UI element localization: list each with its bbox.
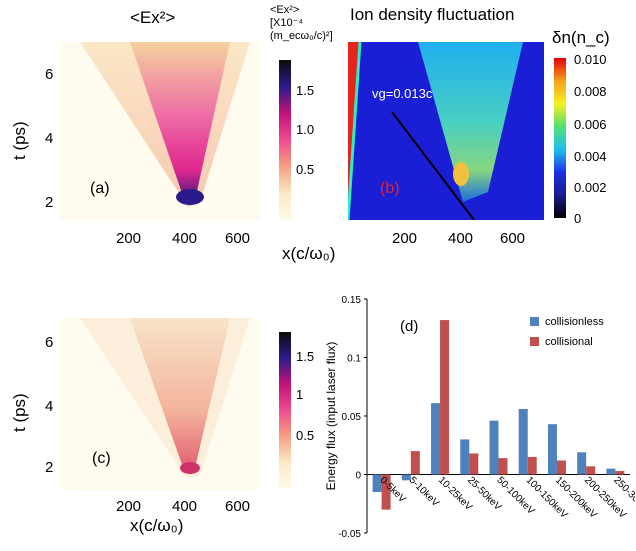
panel-b-xtick: 400	[448, 230, 474, 247]
bar-collisionless	[606, 468, 616, 475]
legend-label: collisional	[545, 336, 593, 348]
colorbar-c-tick: 1	[296, 387, 304, 402]
bar-collisionless	[460, 439, 470, 475]
bar-collisional	[527, 456, 537, 475]
colorbar-b-tick: 0.002	[574, 180, 607, 195]
panel-c-xtick: 600	[225, 498, 251, 515]
colorbar-c	[279, 332, 291, 488]
xlabel-bottom: x(c/ω₀)	[130, 516, 184, 535]
colorbar-a-unit: <Ex²> [X10⁻⁴ (m_ecω₀/c)²]	[270, 4, 333, 43]
colorbar-a-unit-line: (m_ecω₀/c)²]	[270, 30, 333, 42]
bar-collisionless	[401, 474, 411, 481]
bar-collisional	[586, 466, 596, 475]
y-tick-label: 0	[355, 471, 361, 482]
y-axis-label: Energy flux (input laser flux)	[324, 342, 338, 491]
y-tick-label: 0.15	[342, 295, 362, 306]
panel-a-label: (a)	[90, 180, 110, 197]
panel-b-xtick: 600	[500, 230, 526, 247]
colorbar-c-tick: 0.5	[296, 428, 315, 443]
colorbar-a-unit-line: [X10⁻⁴	[270, 17, 304, 29]
bar-collisionless	[431, 403, 441, 475]
legend-swatch	[530, 317, 539, 326]
colorbar-b-tick: 0.010	[574, 52, 607, 67]
panel-c-xtick: 200	[116, 498, 142, 515]
y-tick-label: 0.1	[347, 354, 361, 365]
velocity-annotation: vg=0.013c	[372, 86, 433, 101]
panel-a-ytick: 6	[45, 66, 54, 83]
bar-collisionless	[518, 408, 528, 475]
panel-c-heatmap	[60, 318, 260, 490]
colorbar-b-unit: δn(n_c)	[552, 28, 610, 47]
xlabel-top: x(c/ω₀)	[282, 244, 336, 263]
panel-a-xtick: 200	[116, 230, 142, 247]
panel-b-heatmap	[348, 42, 544, 220]
colorbar-a-tick: 0.5	[296, 162, 315, 177]
bar-collisional	[381, 474, 391, 510]
colorbar-a-unit-line: <Ex²>	[270, 4, 300, 16]
bar-collisional	[615, 470, 625, 475]
colorbar-b-tick: 0	[574, 211, 582, 226]
bar-collisional	[556, 460, 566, 475]
panel-a-xtick: 400	[172, 230, 198, 247]
colorbar-b-tick: 0.006	[574, 117, 607, 132]
bar-collisional	[469, 453, 479, 475]
group-velocity-line	[391, 111, 475, 220]
panel-c-ytick: 6	[45, 334, 54, 351]
panel-a-ytick: 2	[45, 194, 54, 211]
colorbar-a	[279, 60, 291, 220]
panel-c-ylabel: t (ps)	[10, 393, 29, 432]
panel-d-label: (d)	[400, 318, 418, 335]
legend-label: collisionless	[545, 316, 604, 328]
bar-collisional	[440, 320, 450, 475]
panel-a-xtick: 600	[225, 230, 251, 247]
panel-c-ytick: 4	[45, 398, 54, 415]
panel-a-ytick: 4	[45, 130, 54, 147]
colorbar-a-tick: 1.5	[296, 83, 315, 98]
colorbar-c-tick: 1.5	[296, 349, 315, 364]
bar-collisionless	[372, 474, 382, 493]
bar-collisional	[410, 451, 420, 475]
colorbar-a-tick: 1.0	[296, 122, 315, 137]
panel-d-chart: 0.15 0.1 0.05 0 -0.05 Energy flux (input lase…	[324, 295, 635, 540]
y-tick-label: -0.05	[338, 529, 361, 540]
bar-collisionless	[547, 424, 557, 475]
category-label: 5-10keV	[407, 475, 441, 509]
panel-b-xtick: 200	[392, 230, 418, 247]
bar-collisional	[498, 458, 508, 475]
bar-collisionless	[489, 420, 499, 475]
panel-c-ytick: 2	[45, 459, 54, 476]
panel-a-ylabel: t (ps)	[10, 121, 29, 160]
panel-b-label: (b)	[380, 180, 400, 197]
colorbar-b-tick: 0.004	[574, 149, 607, 164]
bar-collisionless	[577, 452, 587, 475]
legend-swatch	[530, 337, 539, 346]
y-tick-label: 0.05	[342, 412, 362, 423]
ion-density-title: Ion density fluctuation	[350, 5, 515, 24]
ex2-title: <Ex²>	[130, 8, 176, 27]
colorbar-b	[554, 58, 566, 218]
panel-c-xtick: 400	[172, 498, 198, 515]
panel-a-heatmap	[60, 42, 260, 220]
colorbar-b-tick: 0.008	[574, 84, 607, 99]
panel-c-label: (c)	[92, 450, 111, 467]
